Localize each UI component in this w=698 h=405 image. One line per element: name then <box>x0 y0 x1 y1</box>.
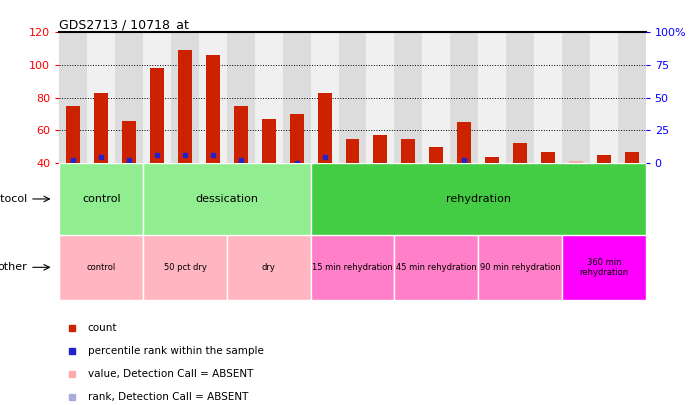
Text: GDS2713 / 10718_at: GDS2713 / 10718_at <box>59 18 189 31</box>
Bar <box>115 32 143 163</box>
Bar <box>283 32 311 163</box>
Bar <box>227 235 311 300</box>
Bar <box>234 106 248 163</box>
Text: value, Detection Call = ABSENT: value, Detection Call = ABSENT <box>88 369 253 379</box>
Bar <box>373 135 387 163</box>
Bar <box>206 55 220 163</box>
Bar <box>569 162 583 163</box>
Bar <box>429 147 443 163</box>
Bar <box>290 114 304 163</box>
Bar <box>339 32 366 163</box>
Text: dessication: dessication <box>195 194 258 204</box>
Bar <box>255 32 283 163</box>
Bar <box>199 32 227 163</box>
Text: 90 min rehydration: 90 min rehydration <box>480 263 560 272</box>
Text: protocol: protocol <box>0 194 27 204</box>
Bar <box>506 32 534 163</box>
Text: 360 min
rehydration: 360 min rehydration <box>579 258 628 277</box>
Bar <box>541 151 555 163</box>
Bar <box>66 106 80 163</box>
Bar <box>618 32 646 163</box>
Bar <box>590 32 618 163</box>
Text: control: control <box>82 194 121 204</box>
Bar <box>401 139 415 163</box>
Bar <box>262 119 276 163</box>
Bar <box>478 32 506 163</box>
Bar <box>562 32 590 163</box>
Bar <box>311 235 394 300</box>
Text: control: control <box>87 263 116 272</box>
Bar <box>311 32 339 163</box>
Bar <box>534 32 562 163</box>
Bar <box>59 163 143 235</box>
Bar <box>94 93 108 163</box>
Bar <box>394 235 478 300</box>
Bar <box>450 32 478 163</box>
Bar <box>478 235 562 300</box>
Text: percentile rank within the sample: percentile rank within the sample <box>88 346 263 356</box>
Bar <box>625 151 639 163</box>
Bar <box>87 32 115 163</box>
Bar <box>150 68 164 163</box>
Bar <box>485 156 499 163</box>
Bar <box>178 50 192 163</box>
Bar <box>311 163 646 235</box>
Text: 15 min rehydration: 15 min rehydration <box>312 263 393 272</box>
Text: 50 pct dry: 50 pct dry <box>163 263 207 272</box>
Bar <box>227 32 255 163</box>
Text: other: other <box>0 262 27 272</box>
Bar <box>346 139 359 163</box>
Bar <box>143 235 227 300</box>
Text: count: count <box>88 323 117 333</box>
Bar <box>171 32 199 163</box>
Bar <box>59 32 87 163</box>
Bar <box>513 143 527 163</box>
Text: dry: dry <box>262 263 276 272</box>
Bar <box>122 121 136 163</box>
Bar <box>143 32 171 163</box>
Text: rehydration: rehydration <box>445 194 511 204</box>
Bar <box>422 32 450 163</box>
Bar <box>318 93 332 163</box>
Bar <box>59 235 143 300</box>
Text: 45 min rehydration: 45 min rehydration <box>396 263 477 272</box>
Bar <box>457 122 471 163</box>
Text: rank, Detection Call = ABSENT: rank, Detection Call = ABSENT <box>88 392 248 403</box>
Bar <box>366 32 394 163</box>
Bar <box>562 235 646 300</box>
Bar <box>597 155 611 163</box>
Bar <box>143 163 311 235</box>
Bar <box>394 32 422 163</box>
